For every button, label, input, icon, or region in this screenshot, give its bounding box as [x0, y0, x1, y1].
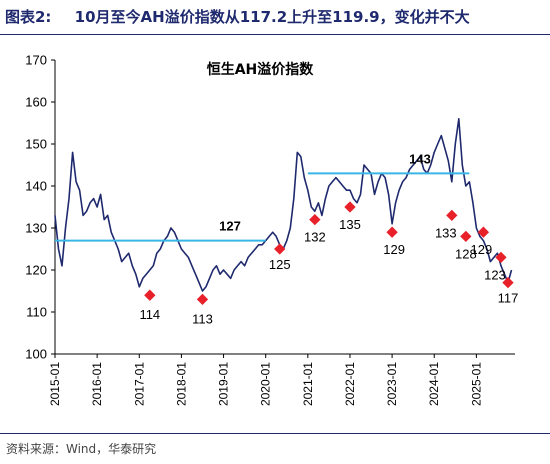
x-tick-label: 2016-01	[90, 362, 104, 406]
trough-marker	[274, 243, 286, 255]
x-tick-label: 2021-01	[301, 362, 315, 406]
x-tick-label: 2018-01	[174, 362, 188, 406]
chart-title: 恒生AH溢价指数	[207, 61, 315, 78]
trough-marker	[309, 213, 321, 226]
header-rule	[0, 34, 550, 35]
trough-label: 133	[435, 225, 457, 240]
footer-rule	[0, 433, 550, 434]
y-tick-label: 160	[25, 95, 47, 110]
y-tick-label: 110	[26, 305, 47, 320]
trough-marker	[144, 289, 156, 301]
trough-marker	[477, 226, 490, 238]
x-tick-label: 2019-01	[217, 362, 231, 406]
y-tick-label: 120	[25, 263, 47, 278]
trough-label: 135	[339, 217, 361, 232]
trough-marker	[502, 276, 514, 289]
trough-label: 132	[304, 230, 326, 245]
trough-marker	[446, 209, 458, 222]
y-tick-label: 140	[25, 179, 47, 194]
trough-label: 125	[269, 257, 291, 272]
x-tick-label: 2022-01	[343, 362, 357, 406]
y-tick-label: 170	[25, 53, 47, 68]
y-tick-label: 130	[25, 221, 47, 236]
trough-marker	[196, 293, 209, 306]
source-note: 资料来源：Wind，华泰研究	[6, 442, 157, 456]
trough-marker	[460, 230, 472, 243]
trough-marker	[386, 226, 398, 238]
trough-marker	[344, 201, 356, 213]
x-tick-label: 2020-01	[259, 362, 273, 406]
x-tick-label: 2024-01	[427, 362, 441, 406]
trough-label: 129	[383, 242, 405, 257]
mean-line-label: 143	[409, 151, 431, 166]
figure-header: 图表2: 10月至今AH溢价指数从117.2上升至119.9，变化并不大	[5, 6, 545, 32]
x-tick-label: 2015-01	[48, 362, 62, 406]
trough-label: 114	[139, 307, 160, 322]
mean-line-label: 127	[219, 219, 241, 234]
ah-premium-line-chart: 100 110 120 130 140 150 160 170 2015-01 2016-01 20…	[25, 53, 519, 407]
trough-label: 123	[484, 267, 506, 282]
y-tick-label: 100	[25, 347, 47, 362]
y-tick-label: 150	[25, 137, 47, 152]
trough-label: 117	[498, 291, 519, 306]
x-tick-label: 2023-01	[385, 362, 399, 406]
figure-label: 图表2:	[5, 8, 52, 26]
x-tick-label: 2017-01	[132, 362, 146, 406]
figure-title: 10月至今AH溢价指数从117.2上升至119.9，变化并不大	[74, 8, 470, 26]
trough-label: 113	[192, 311, 213, 326]
x-tick-label: 2025-01	[469, 362, 483, 406]
trough-label: 129	[471, 242, 493, 257]
trough-marker	[495, 251, 507, 264]
trough-label: 128	[455, 246, 477, 261]
